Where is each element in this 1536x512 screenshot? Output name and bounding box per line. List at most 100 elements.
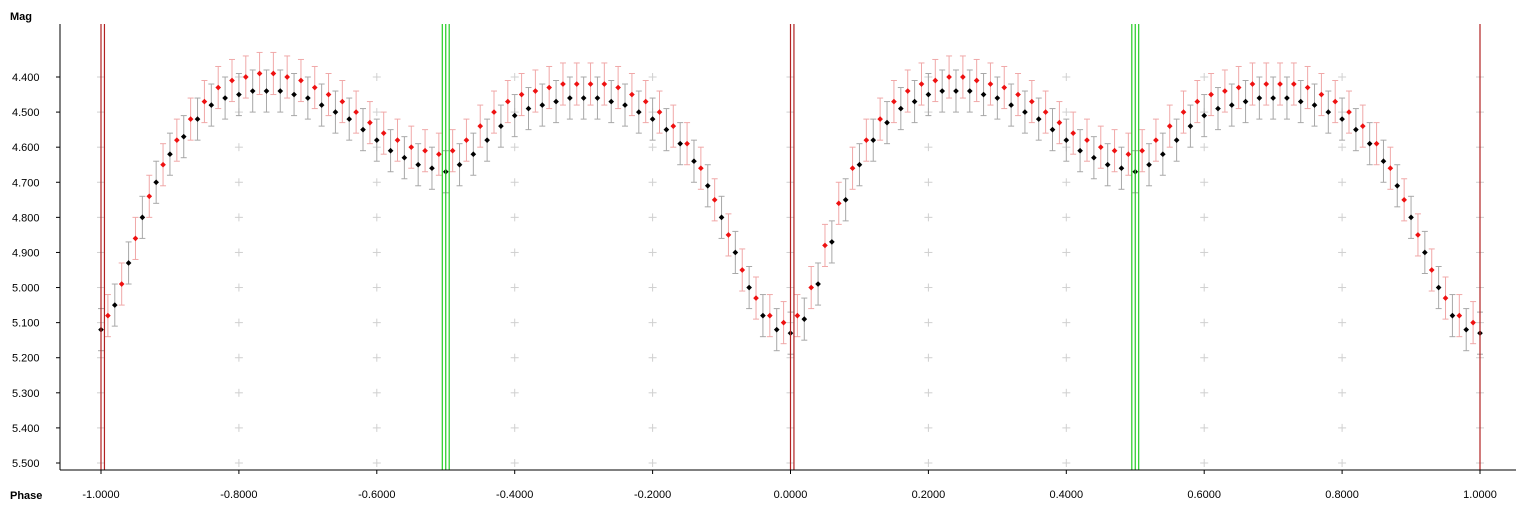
grid-cross	[924, 388, 933, 397]
data-point	[373, 137, 380, 143]
grid-cross	[924, 178, 933, 187]
grid-cross	[1062, 248, 1071, 257]
grid-cross	[234, 143, 243, 152]
y-tick-label: 5.200	[12, 353, 40, 365]
grid-cross	[648, 143, 657, 152]
x-tick-label: 0.2000	[912, 489, 946, 501]
data-point	[587, 81, 594, 87]
data-point	[897, 105, 904, 112]
grid-cross	[234, 213, 243, 222]
data-point	[187, 116, 194, 122]
data-point	[835, 200, 842, 207]
data-point	[146, 193, 153, 200]
data-point	[1077, 147, 1083, 154]
data-point	[918, 81, 925, 87]
data-point	[946, 74, 952, 80]
grid-cross	[1062, 388, 1071, 397]
grid-cross	[924, 143, 933, 152]
data-point	[1139, 147, 1145, 154]
data-point	[491, 109, 497, 115]
data-point	[911, 98, 918, 105]
data-point	[780, 319, 787, 326]
data-point	[877, 116, 883, 122]
grid-cross	[1338, 178, 1347, 187]
data-point	[360, 126, 366, 133]
data-point	[291, 91, 297, 98]
data-point	[511, 112, 518, 119]
grid-cross	[648, 458, 657, 467]
data-point	[670, 123, 677, 129]
data-point	[1228, 102, 1235, 108]
grid-cross	[234, 318, 243, 327]
x-tick-label: 0.8000	[1325, 489, 1359, 501]
data-point	[960, 74, 966, 80]
data-point	[194, 116, 201, 122]
data-point	[539, 102, 546, 108]
y-tick-label: 5.100	[12, 318, 40, 330]
data-point	[318, 102, 325, 108]
tick-labels: 4.400 4.500 4.600 4.700 4.800 4.900 5.000 5.100…	[12, 72, 1497, 501]
data-point	[1422, 249, 1428, 256]
data-point	[332, 109, 339, 115]
grid-cross	[234, 283, 243, 292]
grid-cross	[1062, 213, 1071, 222]
grid-cross	[1062, 178, 1071, 187]
data-point	[498, 123, 504, 129]
grid-cross	[510, 318, 519, 327]
data-point	[1353, 126, 1359, 133]
data-point	[208, 102, 215, 108]
data-point	[1118, 165, 1125, 172]
data-point	[567, 95, 573, 101]
data-point	[766, 312, 773, 319]
data-point	[242, 74, 249, 80]
data-point	[484, 137, 490, 143]
x-tick-label: -1.0000	[82, 489, 119, 501]
data-point	[1284, 95, 1290, 101]
data-point	[1456, 312, 1463, 319]
data-point	[760, 312, 766, 319]
grid-cross	[648, 73, 657, 81]
grid-cross	[372, 108, 381, 117]
data-points	[98, 70, 1483, 336]
data-point	[1084, 137, 1090, 143]
minima-markers	[100, 24, 1481, 470]
data-point	[201, 98, 208, 105]
grid-cross	[372, 178, 381, 187]
data-point	[953, 88, 959, 94]
grid-cross	[372, 353, 381, 362]
data-point	[829, 239, 835, 245]
data-point	[1277, 81, 1283, 87]
data-point	[436, 151, 442, 158]
data-point	[842, 196, 849, 203]
grid-cross	[1200, 458, 1209, 467]
data-point	[1394, 182, 1401, 189]
grid-cross	[234, 458, 243, 467]
data-point	[580, 95, 587, 101]
x-axis-title: Phase	[10, 490, 42, 502]
data-point	[504, 98, 511, 105]
x-tick-label: 0.6000	[1187, 489, 1221, 501]
data-point	[160, 161, 166, 168]
grid-cross	[1338, 423, 1347, 432]
grid-cross	[372, 283, 381, 292]
data-point	[174, 137, 180, 143]
data-point	[222, 95, 228, 101]
grid-cross	[648, 178, 657, 187]
data-point	[622, 102, 628, 108]
grid-cross	[510, 73, 519, 81]
grid-cross	[1062, 108, 1071, 117]
grid-cross	[510, 423, 519, 432]
data-point	[939, 88, 946, 94]
data-point	[1325, 109, 1332, 115]
data-point	[456, 161, 463, 168]
data-point	[1359, 123, 1366, 129]
grid-cross	[1062, 73, 1071, 81]
data-point	[1442, 295, 1449, 301]
data-point	[1387, 165, 1394, 172]
data-point	[1380, 158, 1387, 165]
data-point	[739, 267, 746, 273]
data-point	[891, 98, 897, 105]
grid-cross	[510, 213, 519, 222]
data-point	[1173, 137, 1180, 143]
grid-cross	[234, 353, 243, 362]
